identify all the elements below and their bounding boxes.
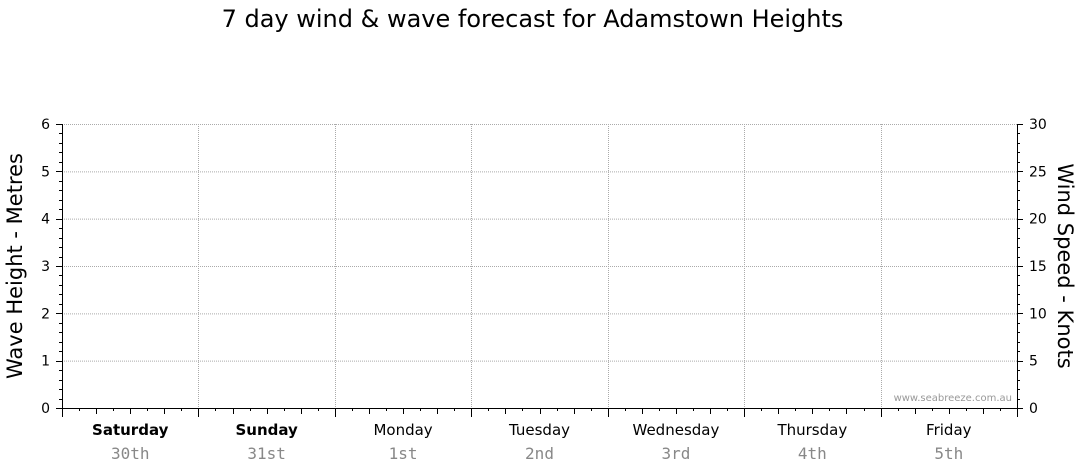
day-date-label: 30th bbox=[111, 444, 150, 463]
watermark-text: www.seabreeze.com.au bbox=[894, 393, 1012, 404]
left-tick-label: 0 bbox=[41, 401, 50, 417]
day-date-label: 5th bbox=[934, 444, 963, 463]
axes bbox=[56, 124, 1023, 417]
right-axis-title: Wind Speed - Knots bbox=[1053, 163, 1077, 368]
day-name-label: Tuesday bbox=[508, 421, 570, 439]
day-name-label: Thursday bbox=[776, 421, 847, 439]
day-name-label: Wednesday bbox=[633, 421, 720, 439]
right-tick-label: 20 bbox=[1029, 212, 1047, 228]
left-tick-label: 2 bbox=[41, 306, 50, 322]
chart-title: 7 day wind & wave forecast for Adamstown… bbox=[221, 5, 844, 33]
right-tick-label: 25 bbox=[1029, 164, 1047, 180]
right-tick-label: 15 bbox=[1029, 259, 1047, 275]
day-date-label: 4th bbox=[798, 444, 827, 463]
left-tick-label: 3 bbox=[41, 259, 50, 275]
day-date-label: 31st bbox=[247, 444, 286, 463]
day-name-label: Sunday bbox=[235, 421, 298, 439]
right-tick-label: 0 bbox=[1029, 401, 1038, 417]
day-date-label: 3rd bbox=[661, 444, 690, 463]
axis-tick-labels: 0 1 2 3 4 5 6 0 5 10 15 20 25 30 bbox=[41, 117, 1047, 417]
left-tick-label: 1 bbox=[41, 354, 50, 370]
day-name-label: Monday bbox=[373, 421, 432, 439]
left-tick-label: 4 bbox=[41, 212, 50, 228]
left-tick-label: 5 bbox=[41, 164, 50, 180]
day-name-label: Saturday bbox=[92, 421, 169, 439]
right-tick-label: 30 bbox=[1029, 117, 1047, 133]
day-date-label: 1st bbox=[389, 444, 418, 463]
day-name-label: Friday bbox=[926, 421, 972, 439]
day-labels: Saturday 30th Sunday 31st Monday 1st Tuesday 2n… bbox=[92, 421, 972, 463]
left-tick-label: 6 bbox=[41, 117, 50, 133]
right-tick-label: 10 bbox=[1029, 306, 1047, 322]
day-date-label: 2nd bbox=[525, 444, 554, 463]
left-axis-title: Wave Height - Metres bbox=[3, 153, 27, 379]
grid-lines bbox=[62, 124, 1017, 408]
right-tick-label: 5 bbox=[1029, 354, 1038, 370]
